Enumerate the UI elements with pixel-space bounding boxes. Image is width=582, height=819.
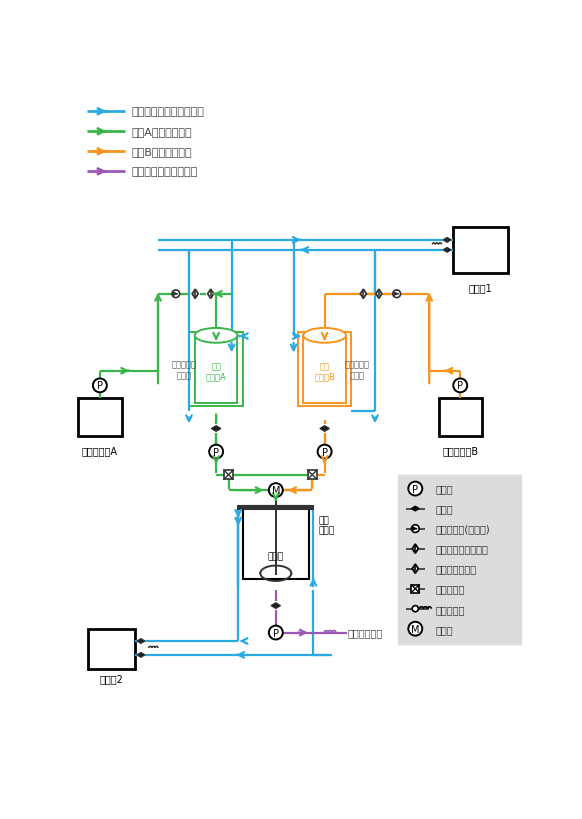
Circle shape	[409, 482, 423, 495]
Polygon shape	[141, 639, 145, 644]
Polygon shape	[447, 238, 451, 243]
Text: モータ: モータ	[435, 624, 453, 634]
Text: チラー1: チラー1	[469, 283, 492, 293]
Text: ポンプ: ポンプ	[435, 484, 453, 494]
Text: 水冷式熱交換器: 水冷式熱交換器	[435, 564, 477, 574]
Circle shape	[209, 446, 223, 459]
Text: P: P	[412, 484, 418, 494]
Text: インラインフィルタ: インラインフィルタ	[435, 544, 488, 554]
Circle shape	[411, 525, 419, 533]
Bar	[307, 470, 317, 480]
Bar	[303, 336, 346, 404]
Text: 仕切弁: 仕切弁	[435, 504, 453, 514]
Bar	[398, 475, 521, 645]
Polygon shape	[443, 248, 447, 253]
Text: 貯蔵タンクB: 貯蔵タンクB	[442, 446, 478, 456]
Bar	[411, 585, 419, 593]
Polygon shape	[137, 653, 141, 658]
Circle shape	[269, 483, 283, 497]
Text: ジャケット
タンク: ジャケット タンク	[172, 360, 197, 379]
Polygon shape	[325, 426, 329, 432]
Ellipse shape	[303, 328, 346, 343]
Circle shape	[172, 291, 180, 298]
Polygon shape	[141, 653, 145, 658]
Polygon shape	[216, 426, 221, 432]
Polygon shape	[416, 507, 419, 511]
Bar	[298, 333, 352, 407]
Polygon shape	[411, 507, 416, 511]
Bar	[195, 336, 237, 404]
Polygon shape	[271, 603, 276, 609]
Polygon shape	[320, 426, 325, 432]
Text: チェック弁(逆止弁): チェック弁(逆止弁)	[435, 524, 490, 534]
Text: チラーの冷却水循環回路: チラーの冷却水循環回路	[132, 107, 204, 117]
Text: 原料Aの供給ライン: 原料Aの供給ライン	[132, 127, 192, 137]
Circle shape	[93, 379, 107, 393]
Text: ジャケット
タンク: ジャケット タンク	[345, 360, 370, 379]
Circle shape	[409, 622, 423, 636]
Text: 貯蔵タンクA: 貯蔵タンクA	[82, 446, 118, 456]
Text: P: P	[273, 628, 279, 638]
Bar	[243, 506, 308, 579]
Text: 混合原料の供給ライン: 混合原料の供給ライン	[132, 167, 198, 177]
Circle shape	[412, 606, 418, 612]
Text: 撹拌機: 撹拌機	[268, 551, 284, 560]
Circle shape	[453, 379, 467, 393]
Bar	[88, 629, 135, 669]
Ellipse shape	[195, 328, 237, 343]
Text: M: M	[411, 624, 420, 634]
Text: P: P	[97, 381, 103, 391]
Polygon shape	[443, 238, 447, 243]
Text: P: P	[322, 447, 328, 457]
Bar	[78, 398, 122, 437]
Polygon shape	[360, 290, 367, 299]
Text: リリーフ弁: リリーフ弁	[435, 604, 465, 614]
Circle shape	[269, 626, 283, 640]
Circle shape	[393, 291, 400, 298]
Text: P: P	[457, 381, 463, 391]
Polygon shape	[192, 290, 198, 299]
Text: 生産ラインへ: 生産ラインへ	[348, 628, 383, 638]
Bar	[439, 398, 482, 437]
Polygon shape	[208, 290, 214, 299]
Text: 三方電動弁: 三方電動弁	[435, 584, 465, 594]
Polygon shape	[211, 426, 216, 432]
Bar	[224, 470, 233, 480]
Bar	[189, 333, 243, 407]
Polygon shape	[376, 290, 382, 299]
Polygon shape	[137, 639, 141, 644]
Polygon shape	[412, 564, 418, 573]
Circle shape	[318, 446, 332, 459]
Polygon shape	[447, 248, 451, 253]
Text: 原料
タンクB: 原料 タンクB	[314, 362, 335, 381]
Bar	[452, 228, 508, 274]
Text: 原料
タンクA: 原料 タンクA	[206, 362, 226, 381]
Polygon shape	[276, 603, 281, 609]
Polygon shape	[412, 545, 418, 554]
Text: M: M	[272, 486, 280, 495]
Text: 原料Bの供給ライン: 原料Bの供給ライン	[132, 147, 192, 157]
Text: チラー2: チラー2	[100, 673, 123, 684]
Text: P: P	[213, 447, 219, 457]
Text: 混合
タンク: 混合 タンク	[318, 515, 334, 535]
